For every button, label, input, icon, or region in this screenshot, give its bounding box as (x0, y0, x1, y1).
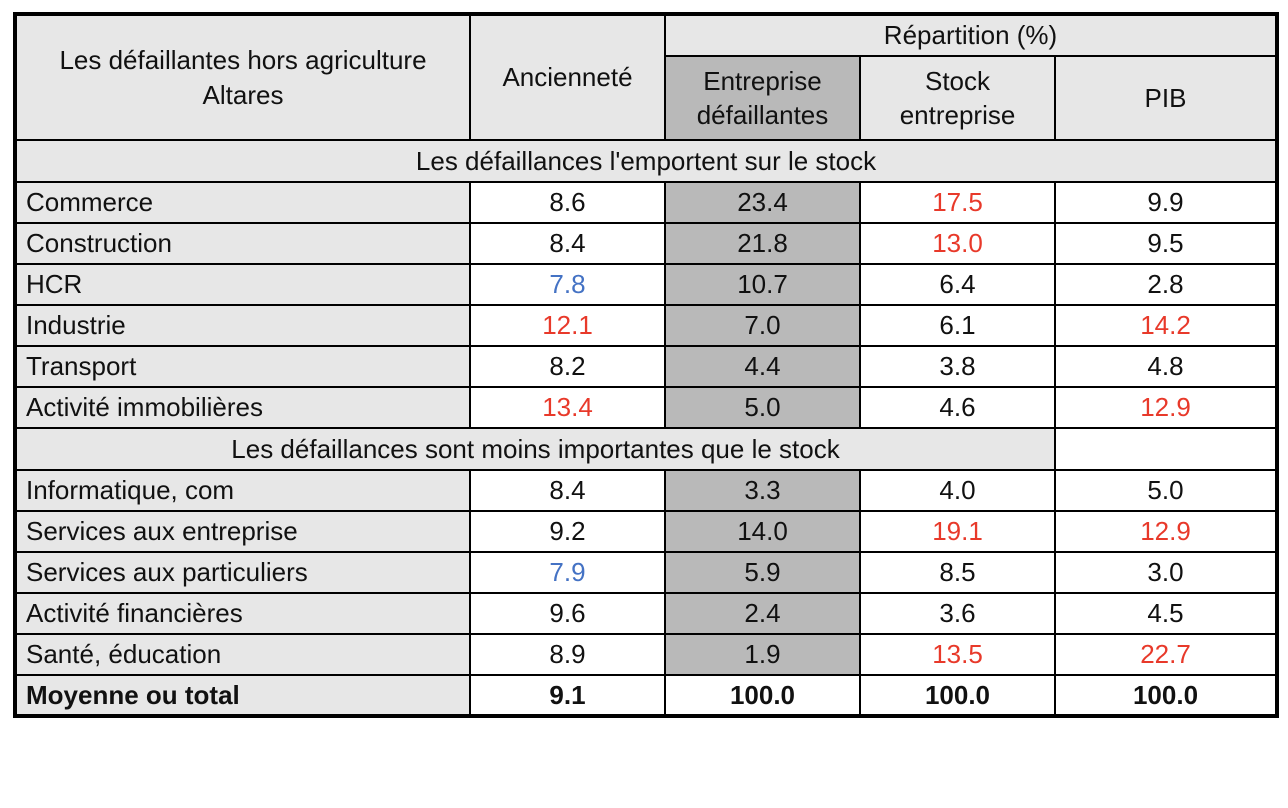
cell-stock-entreprise: 4.0 (859, 469, 1056, 512)
column-group-header-repartition: Répartition (%) (663, 13, 1279, 57)
table-row-activite-financieres: Activité financières 9.6 2.4 3.6 4.5 (14, 592, 1279, 635)
cell-entreprise-defaillantes: 14.0 (664, 510, 861, 553)
cell-pib: 14.2 (1053, 304, 1279, 347)
cell-stock-entreprise: 6.1 (859, 304, 1056, 347)
row-label: Construction (14, 222, 471, 265)
section-header-1: Les défaillances l'emportent sur le stoc… (13, 139, 1279, 183)
table-row-transport: Transport 8.2 4.4 3.8 4.8 (14, 345, 1279, 388)
header-row-2: Entreprise défaillantes Stock entreprise… (15, 55, 1279, 141)
cell-pib: 9.9 (1053, 181, 1279, 224)
cell-stock-entreprise: 8.5 (859, 551, 1056, 594)
cell-pib: 22.7 (1053, 633, 1279, 676)
cell-pib: 12.9 (1053, 386, 1279, 429)
section-header-2: Les défaillances sont moins importantes … (14, 427, 1056, 471)
cell-anciennete: 9.2 (469, 510, 666, 553)
cell-stock-entreprise: 4.6 (859, 386, 1056, 429)
cell-stock-entreprise-total: 100.0 (859, 673, 1056, 718)
cell-anciennete: 8.4 (469, 469, 666, 512)
cell-anciennete: 7.8 (469, 263, 666, 306)
cell-stock-entreprise: 19.1 (859, 510, 1056, 553)
column-header-entreprise-defaillantes: Entreprise défaillantes (664, 55, 861, 141)
cell-entreprise-defaillantes: 7.0 (664, 304, 861, 347)
row-label: Commerce (14, 181, 471, 224)
cell-entreprise-defaillantes: 2.4 (664, 592, 861, 635)
cell-stock-entreprise: 6.4 (859, 263, 1056, 306)
row-label: Transport (14, 345, 471, 388)
section-header-row-1: Les défaillances l'emportent sur le stoc… (13, 139, 1279, 183)
cell-pib: 3.0 (1053, 551, 1279, 594)
table-row-activite-immobilieres: Activité immobilières 13.4 5.0 4.6 12.9 (14, 386, 1279, 429)
column-header-stock-entreprise: Stock entreprise (859, 55, 1056, 141)
table-row-industrie: Industrie 12.1 7.0 6.1 14.2 (14, 304, 1279, 347)
cell-entreprise-defaillantes: 5.9 (664, 551, 861, 594)
table-title: Les défaillantes hors agriculture Altare… (14, 13, 471, 141)
row-label: Industrie (14, 304, 471, 347)
cell-anciennete: 8.4 (469, 222, 666, 265)
cell-pib-total: 100.0 (1053, 673, 1279, 718)
cell-entreprise-defaillantes: 21.8 (664, 222, 861, 265)
defaillances-table: Les défaillantes hors agriculture Altare… (13, 12, 1280, 719)
header-row-1: Les défaillantes hors agriculture Altare… (14, 13, 1279, 141)
cell-entreprise-defaillantes: 3.3 (664, 469, 861, 512)
table-row-total: Moyenne ou total 9.1 100.0 100.0 100.0 (14, 673, 1279, 718)
column-header-anciennete: Ancienneté (469, 13, 666, 141)
row-label: Activité financières (14, 592, 471, 635)
cell-entreprise-defaillantes-total: 100.0 (664, 673, 861, 718)
cell-stock-entreprise: 17.5 (859, 181, 1056, 224)
row-label: Services aux particuliers (14, 551, 471, 594)
cell-stock-entreprise: 3.8 (859, 345, 1056, 388)
table-row-hcr: HCR 7.8 10.7 6.4 2.8 (14, 263, 1279, 306)
row-label: Santé, éducation (14, 633, 471, 676)
table-row-informatique-com: Informatique, com 8.4 3.3 4.0 5.0 (14, 469, 1279, 512)
cell-entreprise-defaillantes: 4.4 (664, 345, 861, 388)
cell-anciennete: 8.9 (469, 633, 666, 676)
row-label: Informatique, com (14, 469, 471, 512)
table-row-commerce: Commerce 8.6 23.4 17.5 9.9 (14, 181, 1279, 224)
cell-anciennete: 12.1 (469, 304, 666, 347)
table-row-sante-education: Santé, éducation 8.9 1.9 13.5 22.7 (14, 633, 1279, 676)
column-header-pib: PIB (1053, 55, 1279, 141)
cell-anciennete: 7.9 (469, 551, 666, 594)
cell-anciennete: 8.6 (469, 181, 666, 224)
row-label: Activité immobilières (14, 386, 471, 429)
table-row-services-aux-particuliers: Services aux particuliers 7.9 5.9 8.5 3.… (14, 551, 1279, 594)
cell-anciennete: 9.6 (469, 592, 666, 635)
table-row-services-aux-entreprise: Services aux entreprise 9.2 14.0 19.1 12… (14, 510, 1279, 553)
cell-entreprise-defaillantes: 10.7 (664, 263, 861, 306)
total-row-label: Moyenne ou total (14, 673, 471, 718)
cell-pib: 12.9 (1053, 510, 1279, 553)
cell-pib: 4.8 (1053, 345, 1279, 388)
cell-anciennete: 8.2 (469, 345, 666, 388)
cell-anciennete: 13.4 (469, 386, 666, 429)
cell-pib: 2.8 (1053, 263, 1279, 306)
row-label: Services aux entreprise (14, 510, 471, 553)
section-header-row-2: Les défaillances sont moins importantes … (14, 427, 1279, 471)
cell-pib: 4.5 (1053, 592, 1279, 635)
table-row-construction: Construction 8.4 21.8 13.0 9.5 (14, 222, 1279, 265)
cell-stock-entreprise: 13.5 (859, 633, 1056, 676)
empty-pib-cell (1053, 427, 1279, 471)
cell-entreprise-defaillantes: 23.4 (664, 181, 861, 224)
cell-entreprise-defaillantes: 1.9 (664, 633, 861, 676)
cell-entreprise-defaillantes: 5.0 (664, 386, 861, 429)
cell-anciennete-total: 9.1 (469, 673, 666, 718)
cell-stock-entreprise: 3.6 (859, 592, 1056, 635)
row-label: HCR (14, 263, 471, 306)
cell-stock-entreprise: 13.0 (859, 222, 1056, 265)
cell-pib: 9.5 (1053, 222, 1279, 265)
cell-pib: 5.0 (1053, 469, 1279, 512)
